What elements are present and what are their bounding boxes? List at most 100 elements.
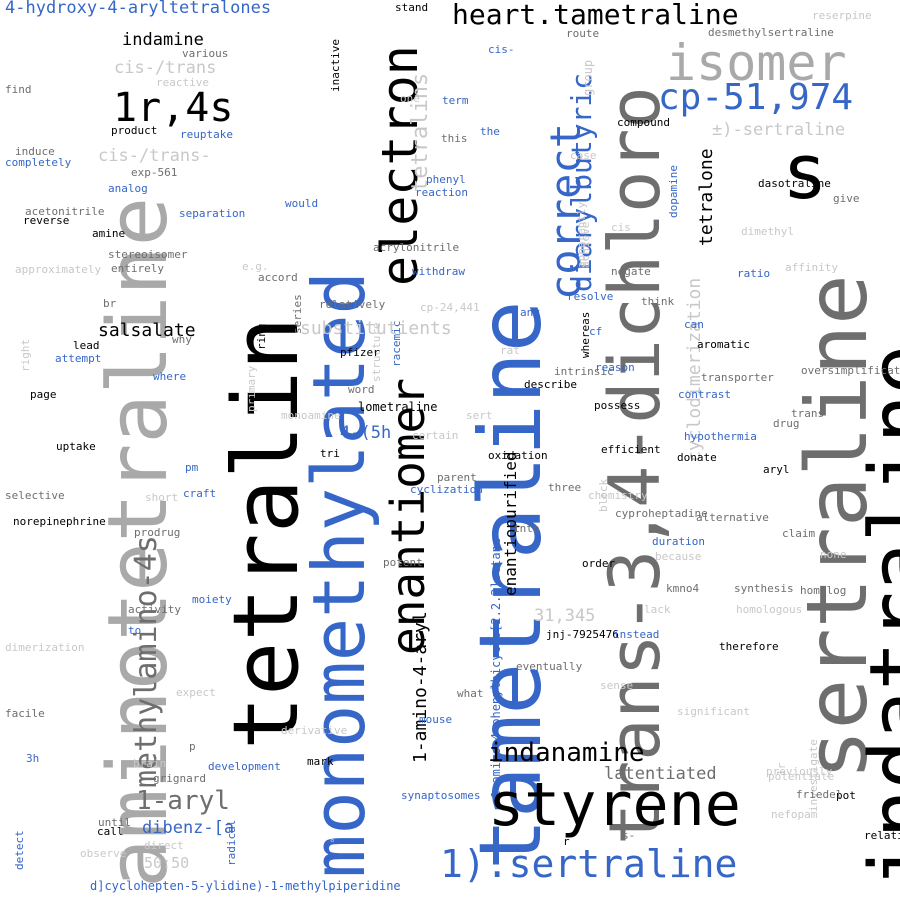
cloud-word: until [98, 816, 132, 829]
cloud-word: 31,345 [534, 606, 596, 626]
cloud-word: term [442, 94, 469, 107]
cloud-word: derivative [281, 724, 348, 737]
cloud-word: d]cyclohepten-5-ylidine)-1-methylpiperid… [90, 879, 401, 893]
cloud-word: would [285, 197, 319, 210]
cloud-word: therefore [719, 640, 779, 653]
cloud-word: reactive [156, 76, 209, 89]
cloud-word: reaction [415, 186, 468, 199]
cloud-word: order [582, 557, 616, 570]
cloud-word: certain [412, 429, 459, 442]
cloud-word: grignard [153, 772, 206, 785]
cloud-word: stereoisomer [108, 248, 188, 261]
cloud-word: ±)-sertraline [712, 120, 846, 140]
cloud-word: homolog [800, 584, 847, 597]
cloud-word: dibenz-[a [142, 818, 235, 838]
cloud-word: cis [611, 221, 631, 234]
cloud-word: ° [329, 837, 336, 850]
cloud-word: indamine [122, 30, 204, 50]
cloud-word: trans [791, 407, 825, 420]
cloud-word: cp-24,441 [420, 301, 480, 314]
cloud-word: word [348, 383, 375, 396]
cloud-word: into [513, 522, 540, 535]
cloud-word: tetralone [696, 148, 717, 246]
cloud-word: transporter [701, 371, 774, 384]
cloud-word: stand [395, 1, 429, 14]
cloud-word: moiety [192, 593, 232, 606]
cloud-word: because [655, 550, 702, 563]
cloud-word: p [189, 740, 196, 753]
cloud-word: negate [611, 265, 651, 278]
cloud-word: to [128, 624, 142, 637]
cloud-word: hypothermia [684, 430, 757, 443]
cloud-word: analog [108, 182, 148, 195]
cloud-word: reason [595, 361, 635, 374]
cloud-word: where [153, 370, 187, 383]
cloud-word: instead [613, 628, 660, 641]
cloud-word: relationship [864, 829, 900, 842]
cloud-word: 1).sertraline [440, 842, 738, 886]
cloud-word: page [30, 388, 57, 401]
cloud-word: give [833, 192, 860, 205]
cloud-word: route [566, 27, 600, 40]
cloud-word: s [782, 127, 828, 216]
cloud-word: pot [836, 789, 856, 802]
cloud-word: primary [245, 365, 258, 412]
cloud-word: ring [255, 323, 268, 351]
cloud-word: 3h [26, 752, 40, 765]
cloud-word: cf [589, 325, 603, 338]
cloud-word: reserpine [812, 9, 872, 22]
cloud-word: cp-51,974 [658, 77, 854, 118]
cloud-word: substitutients [300, 318, 452, 339]
cloud-word: mark [307, 755, 334, 768]
cloud-word: sense [600, 679, 634, 692]
cloud-word: mouse [419, 713, 453, 726]
cloud-word: intrinsic [554, 365, 614, 378]
cloud-word: oxidation [488, 449, 548, 462]
cloud-word: br [103, 297, 117, 310]
cloud-word: three [548, 481, 582, 494]
cloud-word: lometraline [358, 400, 438, 414]
cloud-word: case [570, 149, 597, 162]
cloud-word: potent [383, 556, 423, 569]
cloud-word: rat [500, 344, 520, 357]
cloud-word: donate [677, 451, 717, 464]
cloud-word: significant [677, 705, 750, 718]
cloud-word: apparently [575, 201, 588, 268]
cloud-word: 50:50 [144, 854, 190, 872]
cloud-word: can [684, 318, 704, 331]
cloud-word: indatraline [853, 344, 900, 888]
cloud-word: aromatic [697, 338, 750, 351]
cloud-word: ratio [737, 267, 771, 280]
cloud-word: dimerization [5, 641, 85, 654]
cloud-word: brain [133, 757, 167, 770]
cloud-word: resolve [567, 290, 614, 303]
cloud-word: nefopam [771, 808, 818, 821]
cloud-word: various [182, 47, 229, 60]
cloud-word: acetonitrile [25, 205, 105, 218]
cloud-word: alternative [696, 511, 769, 524]
cloud-word: kmno4 [666, 582, 700, 595]
cloud-word: r [563, 835, 570, 848]
cloud-word: product [111, 124, 158, 137]
cloud-word: reverse [23, 214, 70, 227]
cloud-word: approximately [15, 263, 102, 276]
cloud-word: cis-/trans [114, 58, 217, 78]
cloud-word: describe [524, 378, 577, 391]
cloud-word: homologous [736, 603, 803, 616]
cloud-word: 1-amino-4-aryl [410, 611, 431, 763]
cloud-word: completely [5, 156, 72, 169]
cloud-word: desmethylsertraline [708, 26, 834, 39]
cloud-word: friedel [796, 788, 843, 801]
cloud-word: induce [15, 145, 55, 158]
cloud-word: find [5, 83, 32, 96]
cloud-word: latentiated [604, 764, 717, 784]
cloud-word: amine [92, 227, 126, 240]
cloud-word: monoamine [281, 409, 341, 422]
cloud-word: separation [179, 207, 246, 220]
cloud-word: call [97, 825, 124, 838]
cloud-word: lack [644, 603, 671, 616]
cloud-word: methylamino-4s [129, 535, 164, 788]
cloud-word: claim [782, 527, 816, 540]
cloud-word: sert [466, 409, 493, 422]
